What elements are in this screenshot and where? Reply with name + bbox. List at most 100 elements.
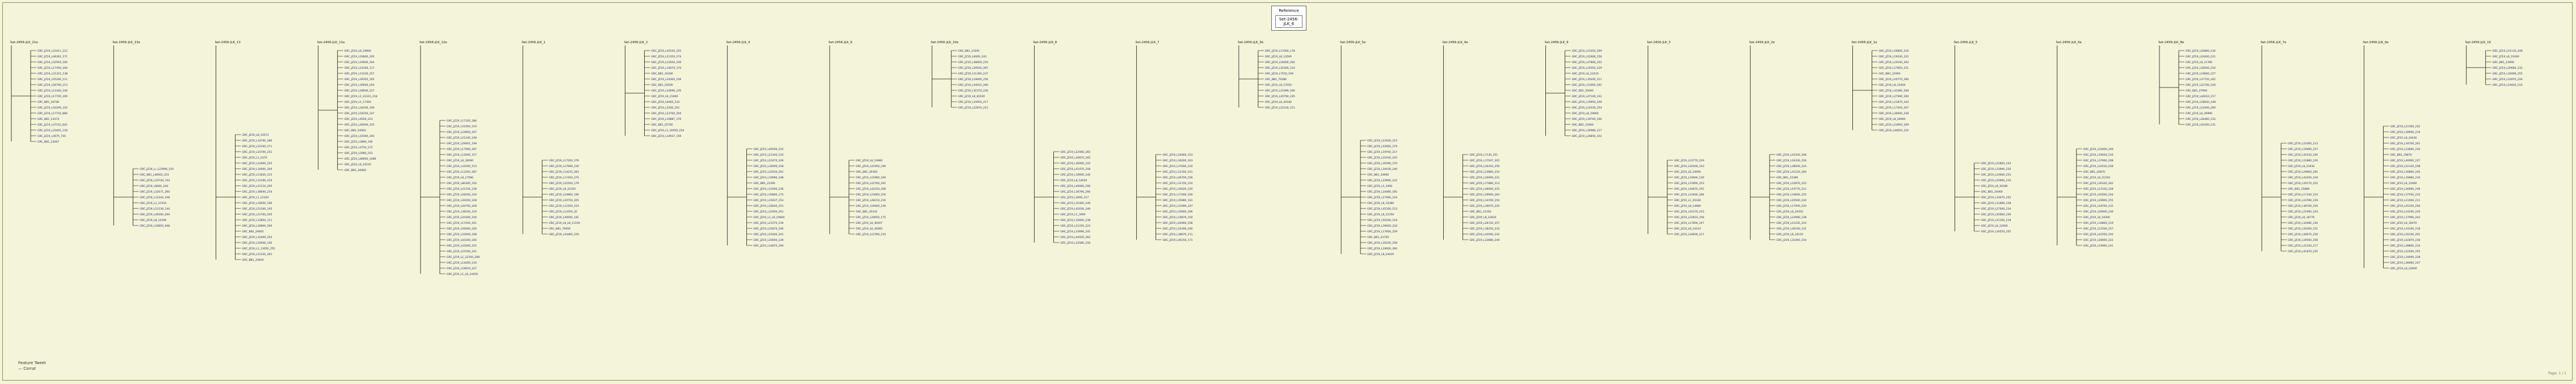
- leaf-label: GRC_JZ19_L23600_207: [447, 131, 477, 134]
- leaf-label: GRC_JZ19_L42220_208: [856, 187, 886, 191]
- leaf-label: GRC_JZ19_L26460_232: [2186, 118, 2216, 121]
- leaf-label: GRC_JZ19_L17200_276: [549, 159, 579, 162]
- leaf-label: GRC_JZ19_L30980_217: [1572, 129, 1602, 132]
- leaf-label: GRC_JZ19_L26850_252: [1572, 135, 1602, 138]
- leaf-label: GRC_JZ19_L20900_255: [2083, 199, 2113, 202]
- leaf-label: GRC_JZ19_L4675_745: [37, 135, 66, 138]
- leaf-label: GRC_JZ19_L14070_174: [651, 66, 681, 70]
- leaf-label: GRC_JZ19_L21000_211: [2390, 199, 2420, 202]
- leaf-label: GRC_JZ19_L22000_225: [242, 162, 272, 165]
- leaf-label: GRC_JZ19_L37720_262: [2186, 78, 2216, 81]
- group-header: Set-2456-JLK_13: [215, 41, 241, 44]
- leaf-label: GRC_JZ19_L19330_222: [1879, 55, 1909, 59]
- leaf-label: GRC_JZ19_L17000_178: [1265, 49, 1295, 53]
- leaf-label: GRC_JZ19_L19337_253: [754, 199, 784, 202]
- leaf-label: GRC_JZ19_L33580_250: [1060, 241, 1090, 245]
- leaf-label: GRC_JZ19_L30800_209: [242, 224, 272, 228]
- leaf-label: GRC_BB1_23067: [37, 140, 59, 144]
- leaf-label: GRC_JZ19_L30000_254: [2186, 66, 2216, 70]
- leaf-label: GRC_JZ19_L24330_254: [1572, 106, 1602, 110]
- group-header: Set-2456-JLK_3e: [1238, 41, 1264, 44]
- leaf-label: GRC_JZ19_L20770_260: [1879, 78, 1909, 81]
- leaf-label: GRC_JZ19_L34700_261: [2390, 142, 2420, 145]
- leaf-label: GRC_JZ19_L41950_246: [856, 165, 886, 168]
- leaf-label: GRC_JZ19_L21250_223: [1060, 224, 1090, 228]
- leaf-label: GRC_BB1_23474: [37, 118, 59, 121]
- leaf-label: GRC_JZ19_L31880_238: [1981, 202, 2011, 205]
- leaf-label: GRC_JZ19_L21570_239: [754, 222, 784, 225]
- leaf-label: GRC_JZ19_L18900_219: [2390, 131, 2420, 134]
- leaf-label: GRC_JZ19_L17330_224: [2288, 193, 2318, 197]
- leaf-label: GRC_JZ19_L20350_229: [1572, 66, 1602, 70]
- leaf-label: GRC_JZ19_L23690_241: [1060, 230, 1090, 233]
- leaf-label: GRC_JZ19_L38100_219: [447, 210, 477, 214]
- leaf-label: GRC_JZ19_L47800_255: [1572, 61, 1602, 64]
- leaf-label: GRC_BB1_34300: [651, 72, 673, 76]
- leaf-label: GRC_BB1_24060: [1981, 190, 2003, 194]
- leaf-label: GRC_JZ19_L20300_210: [1674, 165, 1704, 168]
- leaf-label: GRC_JZ19_L8_24110: [1674, 227, 1701, 231]
- leaf-label: GRC_JZ19_L8_20350: [1776, 210, 1803, 214]
- leaf-label: GRC_JZ19_L8_23040: [1879, 84, 1905, 87]
- leaf-label: GRC_JZ19_L56790_213: [37, 84, 68, 87]
- leaf-label: GRC_JZ19_L23300_213: [2288, 142, 2318, 145]
- leaf-label: GRC_JZ19_L39350_228: [447, 199, 477, 202]
- leaf-label: GRC_JZ19_L17710_880: [37, 112, 68, 115]
- leaf-label: GRC_JZ19_L19660_227: [2186, 72, 2216, 76]
- leaf-label: GRC_JZ19_L34300_256: [651, 78, 681, 81]
- leaf-label: GRC_JZ19_L23930_249: [651, 61, 681, 64]
- leaf-label: GRC_JZ19_L21990_243: [2288, 210, 2318, 214]
- leaf-label: GRC_JZ19_L23330_228: [2083, 187, 2113, 191]
- leaf-label: GRC_JZ19_L22760_291: [856, 182, 886, 185]
- leaf-label: GRC_JZ19_L50000_226: [447, 227, 477, 231]
- leaf-label: GRC_JZ19_L46391_171: [37, 55, 68, 59]
- leaf-label: GRC_JZ19_L19000_344: [344, 61, 375, 64]
- leaf-label: GRC_JZ19_L45330_256: [2390, 204, 2420, 208]
- leaf-label: GRC_JZ19_L43200_218: [2288, 176, 2318, 180]
- leaf-label: GRC_JZ19_L19950_209: [1572, 101, 1602, 104]
- leaf-label: GRC_JZ19_L28210_216: [856, 199, 886, 202]
- leaf-label: GRC_JZ19_L10000_238: [1060, 219, 1090, 222]
- leaf-label: GRC_BB1_20341: [856, 210, 877, 214]
- leaf-label: GRC_JZ19_L12780_219: [856, 233, 886, 236]
- leaf-label: GRC_JZ19_L20990_210: [1981, 179, 2011, 182]
- leaf-label: GRC_BB1_L48502_251: [140, 173, 169, 177]
- leaf-label: GRC_JZ19_L16600_240: [1060, 173, 1090, 177]
- leaf-label: GRC_BB1_27900: [2186, 89, 2207, 93]
- leaf-label: GRC_JZ19_L39000_234: [1367, 224, 1397, 228]
- leaf-label: GRC_JZ19_L8_18900: [344, 49, 371, 53]
- leaf-label: GRC_JZ19_L8_29990: [2186, 112, 2212, 115]
- group-header: Set-2456-JLK_4e: [1442, 41, 1468, 44]
- leaf-label: GRC_JZ19_L21330_263: [242, 253, 272, 256]
- leaf-label: GRC_JZ19_L13190_219: [242, 179, 272, 182]
- leaf-label: GRC_JZ19_L30000_239: [754, 239, 784, 242]
- leaf-label: GRC_JZ19_L8_22060: [2390, 182, 2417, 185]
- group-header: Set-2456-JLK_6e: [2056, 41, 2082, 44]
- leaf-label: GRC_JZ19_L30800_174: [754, 193, 784, 197]
- leaf-label: GRC_JZ19_L29600_265: [2288, 170, 2318, 174]
- leaf-label: GRC_JZ19_L8000_244: [140, 185, 168, 188]
- leaf-label: GRC_JZ19_L19000_196: [242, 202, 272, 205]
- leaf-label: GRC_JZ19_L22071_260: [140, 190, 170, 194]
- leaf-label: GRC_JZ19_L22350_241: [1163, 170, 1193, 174]
- leaf-label: GRC_JZ19_L8_54020: [1060, 179, 1087, 182]
- leaf-label: GRC_JZ19_L22230_211: [1265, 106, 1295, 110]
- leaf-label: GRC_JZ19_L35200_258: [1367, 241, 1397, 245]
- leaf-label: GRC_JZ19_L21340_210: [754, 153, 784, 157]
- leaf-label: GRC_JZ19_L40650_232: [1879, 129, 1909, 132]
- leaf-label: GRC_JZ19_L20750_205: [549, 199, 579, 202]
- leaf-label: GRC_JZ19_L18260_263: [1163, 159, 1193, 162]
- leaf-label: GRC_JZ19_L40000_181: [549, 216, 579, 219]
- leaf-label: GRC_JZ19_L44010_260: [958, 84, 988, 87]
- leaf-label: GRC_JZ19_L24300_260: [1163, 227, 1193, 231]
- leaf-label: GRC_JZ19_L8_24090: [1674, 170, 1701, 174]
- leaf-label: GRC_JZ19_L44010_217: [2186, 95, 2216, 98]
- leaf-label: GRC_JZ19_L1_L8_20600: [754, 216, 785, 219]
- leaf-label: GRC_JZ19_L22900_256: [1572, 55, 1602, 59]
- leaf-label: GRC_JZ19_L37690_234: [1163, 165, 1193, 168]
- leaf-label: GRC_JZ19_L23990_238: [1776, 216, 1806, 219]
- group-header: Set-2456-JLK_2e: [1749, 41, 1775, 44]
- leaf-label: GRC_JZ19_L8_22410: [1572, 72, 1599, 76]
- leaf-label: GRC_JZ19_L19760_217: [1367, 151, 1397, 154]
